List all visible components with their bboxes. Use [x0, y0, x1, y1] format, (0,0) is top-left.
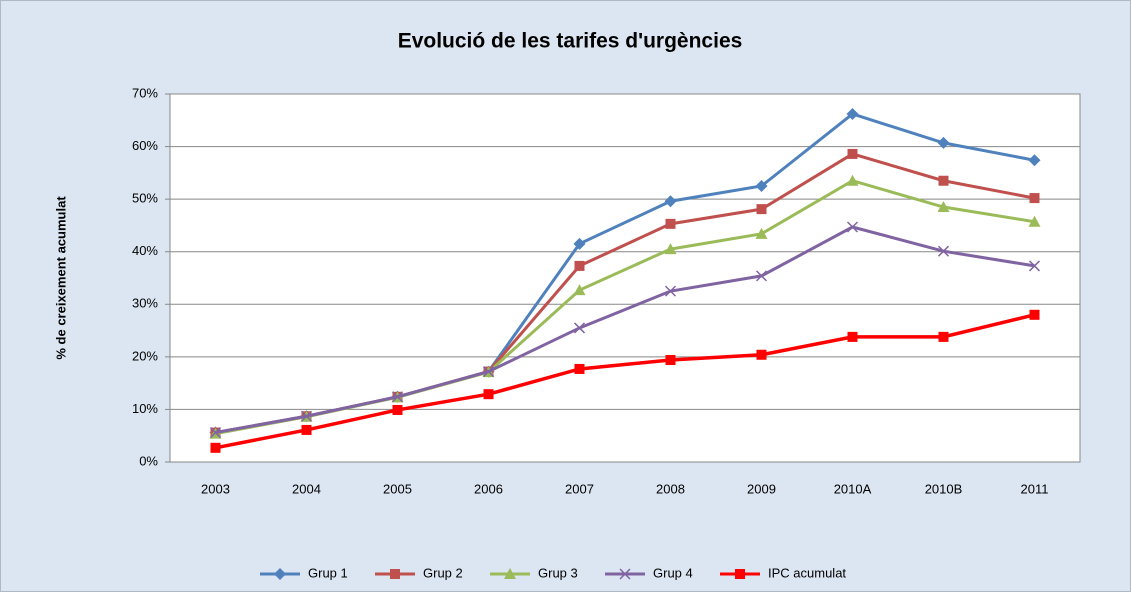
marker [392, 404, 403, 415]
y-tick-label: 10% [132, 401, 158, 416]
x-tick-label: 2005 [383, 481, 412, 496]
y-axis-label: % de creixement acumulat [53, 196, 68, 360]
marker [573, 284, 586, 296]
y-tick-label: 30% [132, 296, 158, 311]
marker [847, 148, 858, 159]
marker [756, 349, 767, 360]
marker [1029, 309, 1040, 320]
marker [846, 107, 859, 120]
marker [846, 221, 859, 233]
marker [665, 355, 676, 366]
legend-label: IPC acumulat [768, 565, 846, 580]
marker [938, 175, 949, 186]
marker [664, 285, 677, 297]
marker [301, 424, 312, 435]
marker [664, 243, 677, 255]
x-tick-label: 2010A [834, 481, 872, 496]
x-tick-label: 2004 [292, 481, 321, 496]
marker [846, 174, 859, 186]
y-tick-label: 40% [132, 243, 158, 258]
marker [574, 260, 585, 271]
marker [1028, 215, 1041, 227]
marker [664, 195, 677, 208]
marker [937, 245, 950, 257]
marker [756, 204, 767, 215]
y-tick-label: 70% [132, 85, 158, 100]
marker [210, 442, 221, 453]
marker [1028, 260, 1041, 272]
y-tick-label: 0% [139, 453, 158, 468]
series-line [215, 313, 1035, 450]
marker [665, 218, 676, 229]
y-tick-label: 60% [132, 138, 158, 153]
marker [391, 391, 404, 403]
legend-marker [504, 568, 516, 579]
marker [573, 237, 586, 250]
marker [755, 180, 768, 192]
marker [300, 410, 313, 422]
marker [755, 227, 768, 239]
x-tick-label: 2011 [1021, 481, 1049, 496]
y-tick-label: 50% [132, 191, 158, 206]
marker [847, 331, 858, 342]
marker [574, 363, 585, 374]
marker [1028, 154, 1041, 167]
chart-title: Evolució de les tarifes d'urgències [398, 30, 743, 53]
legend-label: Grup 3 [538, 565, 578, 580]
legend-label: Grup 4 [653, 565, 693, 580]
legend-marker [390, 569, 400, 579]
series-line [215, 225, 1035, 435]
x-tick-label: 2009 [747, 481, 776, 496]
marker [937, 136, 950, 149]
legend-marker [735, 569, 745, 579]
marker [755, 270, 768, 282]
plot-area [169, 93, 1081, 463]
x-tick-label: 2003 [201, 481, 230, 496]
x-tick-label: 2007 [565, 481, 594, 496]
y-tick-label: 20% [132, 348, 158, 363]
marker [483, 389, 494, 400]
marker [482, 366, 495, 378]
marker [1029, 193, 1040, 204]
marker [209, 427, 222, 439]
marker [573, 322, 586, 334]
legend-label: Grup 1 [308, 565, 348, 580]
legend-marker [274, 568, 286, 580]
legend-label: Grup 2 [423, 565, 463, 580]
x-tick-label: 2008 [656, 481, 685, 496]
x-tick-label: 2010B [925, 481, 963, 496]
legend-marker [619, 568, 631, 580]
x-tick-label: 2006 [474, 481, 503, 496]
marker [937, 201, 950, 213]
marker [938, 331, 949, 342]
